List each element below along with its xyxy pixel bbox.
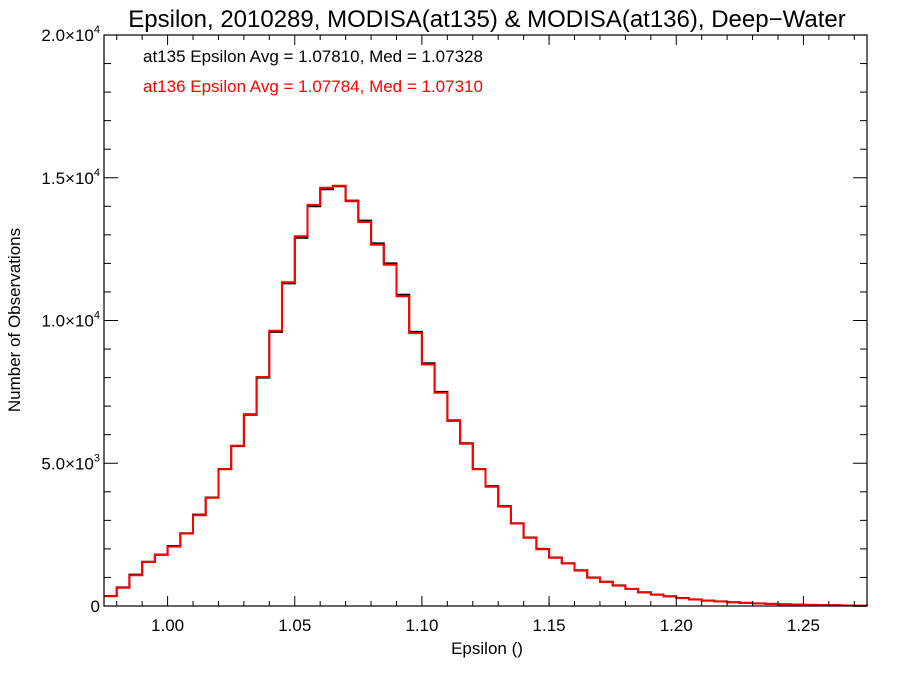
y-axis-label: Number of Observations xyxy=(5,228,24,412)
x-axis-ticks: 1.00 1.05 1.10 1.15 1.20 1.25 xyxy=(116,35,855,635)
x-tick-label: 1.25 xyxy=(787,616,820,635)
y-tick-label: 1.5×104 xyxy=(41,167,100,188)
chart-title: Epsilon, 2010289, MODISA(at135) & MODISA… xyxy=(128,6,845,33)
x-tick-label: 1.15 xyxy=(533,616,566,635)
y-tick-label: 5.0×103 xyxy=(41,452,100,473)
annotation-2: at136 Epsilon Avg = 1.07784, Med = 1.073… xyxy=(143,77,483,96)
x-tick-label: 1.00 xyxy=(151,616,184,635)
y-tick-label: 1.0×104 xyxy=(41,310,100,331)
plot-frame xyxy=(103,34,868,607)
series-1-line xyxy=(104,185,868,607)
y-axis-ticks: 0 5.0×103 1.0×104 1.5×104 2.0×104 xyxy=(41,24,867,616)
y-tick-label: 2.0×104 xyxy=(41,24,100,45)
y-tick-label: 0 xyxy=(91,597,100,616)
x-tick-label: 1.10 xyxy=(405,616,438,635)
x-axis-label: Epsilon () xyxy=(451,639,523,658)
annotation-1: at135 Epsilon Avg = 1.07810, Med = 1.073… xyxy=(143,47,483,66)
series-2-line xyxy=(104,184,868,607)
legend-annotations: at135 Epsilon Avg = 1.07810, Med = 1.073… xyxy=(143,47,483,96)
series-layer xyxy=(104,184,868,607)
x-tick-label: 1.05 xyxy=(278,616,311,635)
x-tick-label: 1.20 xyxy=(660,616,693,635)
